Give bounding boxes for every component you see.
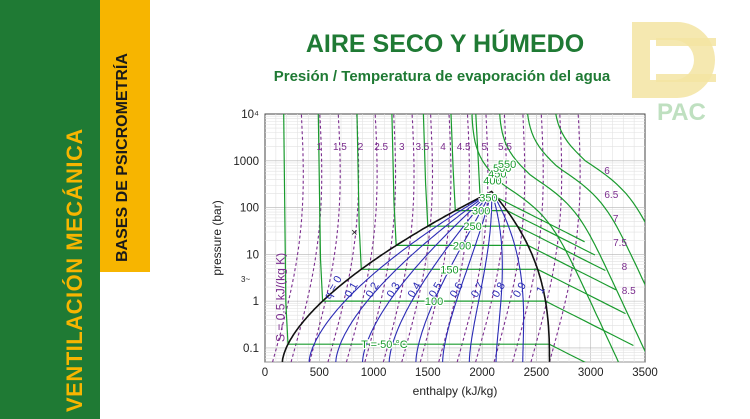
y-tick-label: 10⁴ [241, 109, 259, 121]
isotherm-label: 250 [463, 221, 481, 233]
isotherm-line [499, 114, 645, 353]
isotherm-label: 150 [440, 264, 458, 276]
y-tick-label: 1 [253, 296, 259, 308]
isotherm-label: T = 50 °C [361, 339, 408, 351]
isotherm-label: 350 [479, 192, 497, 204]
page-subtitle: Presión / Temperatura de evaporación del… [273, 68, 611, 85]
x-axis-label: enthalpy (kJ/kg) [413, 384, 498, 398]
entropy-value-label: 6 [604, 166, 610, 177]
isotherm-label: 550 [498, 159, 516, 171]
entropy-value-label: 1.5 [333, 142, 347, 153]
isotherm-label: 500 [493, 163, 511, 175]
sidebar-yellow-band [100, 0, 150, 272]
quality-line [491, 193, 503, 362]
entropy-line [290, 114, 323, 362]
y-tick-label: 10 [246, 249, 259, 261]
entropy-label: S = 0.5 kJ/(kg K) [274, 253, 288, 342]
entropy-value-label: 7.5 [613, 238, 627, 249]
x-tick-label: 3000 [578, 367, 604, 379]
plot-lines [272, 114, 645, 362]
logo-text: PAC [657, 99, 706, 126]
x-tick-label: 500 [310, 367, 329, 379]
entropy-line [475, 114, 507, 362]
entropy-value-label: 5.5 [498, 142, 512, 153]
isotherm-label: 300 [472, 206, 490, 218]
marker-point: × [351, 227, 357, 239]
ph-diagram-chart: ×0 500 1000 1500 2000 2500 3000 35000.111010010… [210, 109, 658, 398]
y-axis-label: pressure (bar) [210, 200, 224, 275]
entropy-value-label: 8 [622, 262, 628, 273]
entropy-value-label: 1 [317, 142, 323, 153]
entropy-value-label: 4.5 [457, 142, 471, 153]
quality-line [468, 193, 493, 362]
sidebar-green-band [0, 0, 100, 419]
entropy-line [272, 114, 304, 362]
quality-line [388, 193, 491, 362]
entropy-value-label: 2 [358, 142, 364, 153]
entropy-value-label: 2.5 [374, 142, 388, 153]
x-tick-label: 2500 [524, 367, 550, 379]
entropy-value-label: 7 [613, 214, 619, 225]
isotherm-line [555, 114, 645, 224]
quality-line [442, 193, 492, 362]
entropy-line [401, 114, 434, 362]
quality-line [415, 193, 491, 362]
isotherm-label: 400 [483, 175, 501, 187]
quality-line [361, 193, 490, 362]
entropy-line [364, 114, 397, 362]
entropy-line [419, 114, 452, 362]
y-marker-label: 3~ [241, 275, 250, 284]
entropy-line [382, 114, 415, 362]
entropy-line [308, 114, 341, 362]
isotherm-line [471, 114, 619, 362]
saturation-dome [281, 190, 551, 362]
entropy-value-label: 6.5 [604, 190, 618, 201]
entropy-line [456, 114, 489, 362]
isotherm-label: 200 [453, 240, 471, 252]
x-tick-label: 0 [262, 367, 268, 379]
sidebar-main-label: VENTILACIÓN MECÁNICA [62, 128, 87, 412]
entropy-value-label: 4 [440, 142, 446, 153]
isotherm-label: 100 [425, 296, 443, 308]
entropy-value-label: 3 [399, 142, 405, 153]
isotherm-label: 450 [488, 168, 506, 180]
entropy-value-label: 5 [482, 142, 488, 153]
x-tick-label: 1500 [415, 367, 441, 379]
quality-line [492, 193, 525, 362]
quality-label: 1 [534, 284, 547, 295]
y-tick-label: 100 [240, 203, 259, 215]
isotherm-line [527, 114, 645, 286]
entropy-value-label: 8.5 [622, 286, 636, 297]
page-title: AIRE SECO Y HÚMEDO [305, 30, 585, 58]
entropy-value-label: 3.5 [415, 142, 429, 153]
entropy-line [493, 114, 526, 362]
entropy-line [345, 114, 378, 362]
x-tick-label: 3500 [632, 367, 658, 379]
x-tick-label: 2000 [469, 367, 495, 379]
y-tick-label: 0.1 [243, 343, 259, 355]
y-tick-label: 1000 [233, 156, 259, 168]
quality-line [308, 193, 489, 362]
quality-line [335, 193, 490, 362]
sidebar-section-label: BASES DE PSICROMETRÍA [114, 53, 131, 262]
dipac-logo-icon: PAC [632, 22, 716, 126]
x-tick-label: 1000 [361, 367, 387, 379]
